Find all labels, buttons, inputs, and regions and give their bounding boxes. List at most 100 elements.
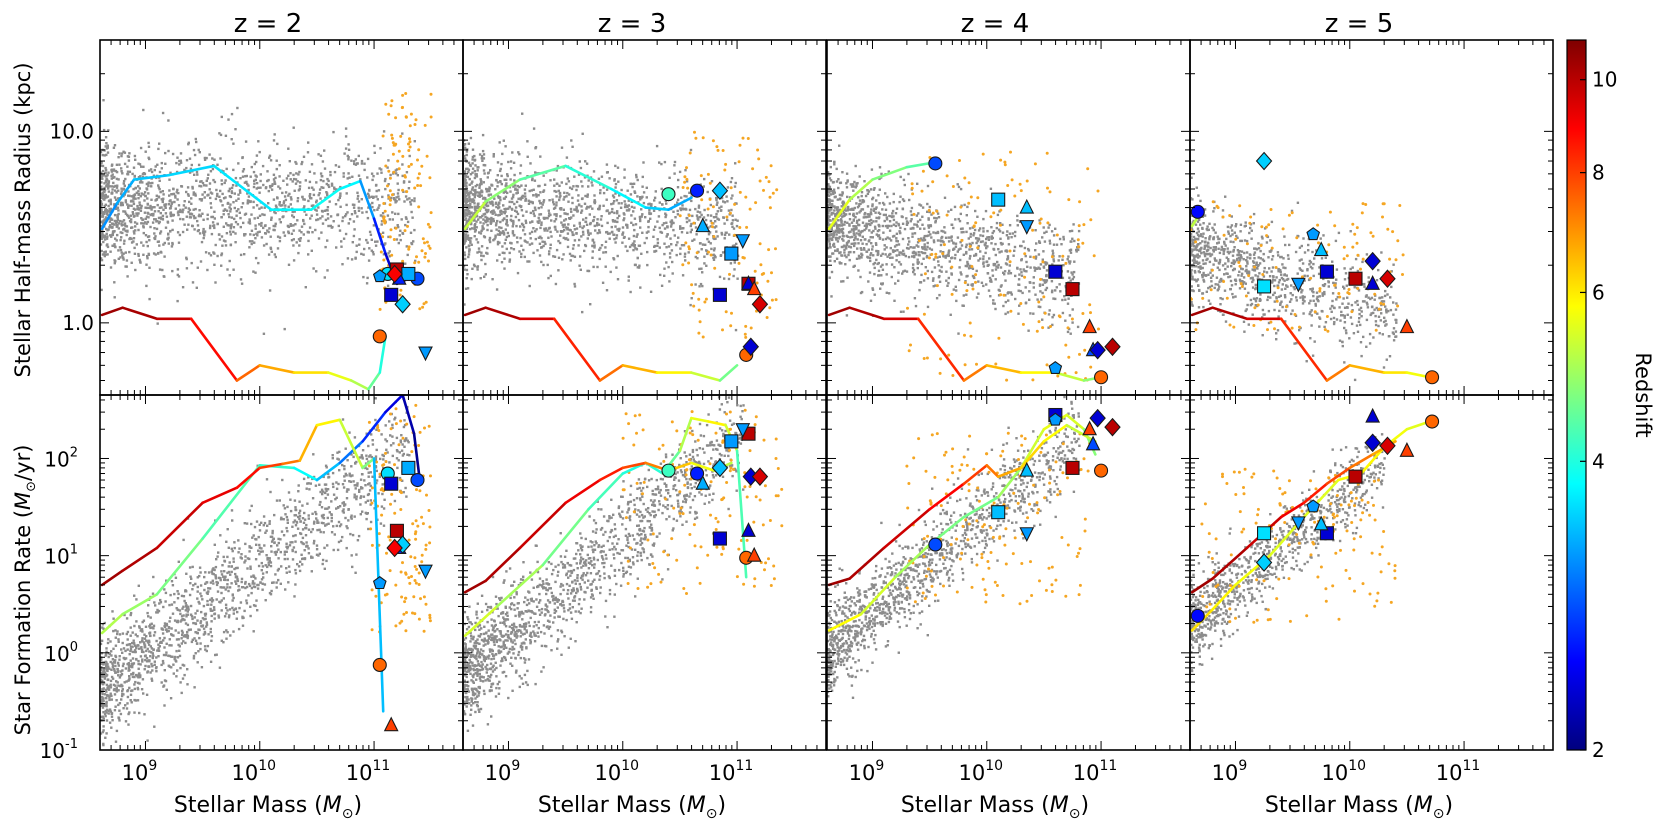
background-point — [202, 227, 205, 231]
background-point — [686, 231, 689, 234]
track-segment — [378, 335, 387, 374]
background-point — [171, 269, 174, 273]
background-point — [108, 708, 112, 711]
background-point — [185, 607, 189, 610]
background-point — [284, 198, 288, 202]
background-point — [201, 212, 204, 215]
background-point — [117, 703, 120, 707]
background-point — [401, 163, 404, 166]
background-point — [586, 237, 589, 240]
background-point — [374, 418, 377, 422]
background-point — [388, 420, 391, 423]
background-point — [471, 155, 475, 159]
background-point — [203, 234, 206, 237]
background-point — [653, 196, 657, 199]
background-point — [468, 206, 471, 209]
background-point — [321, 558, 325, 562]
background-point — [297, 515, 300, 519]
background-point — [399, 373, 401, 375]
background-point — [103, 759, 105, 761]
background-point — [413, 140, 416, 143]
background-point — [235, 209, 238, 213]
background-point — [201, 193, 204, 196]
background-point — [228, 215, 231, 219]
background-point — [296, 527, 300, 530]
background-point — [731, 222, 734, 225]
background-point — [400, 218, 403, 221]
background-point — [640, 215, 643, 218]
background-point — [176, 299, 179, 303]
background-point — [206, 592, 209, 595]
background-point — [566, 226, 569, 230]
background-point — [199, 647, 202, 651]
background-point — [110, 650, 113, 653]
background-point — [163, 646, 166, 649]
background-point — [250, 546, 253, 549]
background-point — [252, 604, 256, 607]
background-point — [149, 634, 152, 638]
background-point — [226, 268, 229, 271]
background-point — [602, 186, 605, 189]
selected-point — [397, 443, 401, 447]
background-point — [262, 332, 266, 335]
background-point — [182, 640, 185, 643]
background-point — [228, 259, 231, 263]
background-point — [388, 218, 391, 221]
background-point — [137, 672, 141, 676]
background-point — [643, 241, 646, 245]
background-point — [325, 489, 328, 492]
background-point — [125, 680, 128, 683]
background-point — [165, 630, 169, 633]
background-point — [144, 664, 147, 668]
background-point — [134, 158, 137, 161]
background-point — [171, 612, 175, 615]
background-point — [519, 205, 523, 209]
background-point — [326, 217, 330, 220]
background-point — [538, 184, 541, 188]
background-point — [516, 271, 520, 275]
background-point — [344, 516, 347, 520]
background-point — [275, 206, 278, 209]
background-point — [205, 649, 208, 653]
background-point — [259, 179, 262, 183]
background-point — [463, 211, 466, 214]
background-point — [383, 498, 386, 501]
background-point — [113, 213, 117, 217]
background-point — [153, 168, 156, 172]
background-point — [175, 638, 179, 641]
background-point — [396, 182, 399, 185]
background-point — [219, 534, 222, 537]
background-point — [230, 138, 233, 141]
background-point — [570, 187, 574, 191]
background-point — [194, 639, 198, 642]
background-point — [729, 262, 733, 265]
background-point — [100, 642, 103, 646]
track-segment — [155, 537, 204, 596]
background-point — [652, 228, 656, 231]
background-point — [199, 584, 203, 587]
background-point — [131, 641, 134, 645]
background-point — [325, 208, 328, 212]
background-point — [104, 203, 107, 206]
selected-point — [377, 532, 381, 536]
background-point — [289, 509, 293, 513]
background-point — [209, 254, 213, 257]
background-point — [120, 152, 124, 155]
background-point — [398, 476, 402, 480]
background-point — [100, 257, 103, 260]
background-point — [219, 578, 222, 582]
background-point — [243, 181, 247, 184]
background-point — [110, 668, 113, 671]
background-point — [467, 209, 471, 213]
background-point — [365, 432, 368, 435]
background-point — [249, 605, 252, 608]
background-point — [338, 196, 341, 199]
background-point — [129, 200, 133, 203]
background-point — [253, 241, 256, 244]
background-point — [131, 657, 135, 660]
background-point — [196, 266, 199, 269]
background-point — [225, 612, 228, 615]
background-point — [350, 159, 353, 162]
background-point — [324, 496, 327, 500]
background-point — [169, 593, 172, 597]
